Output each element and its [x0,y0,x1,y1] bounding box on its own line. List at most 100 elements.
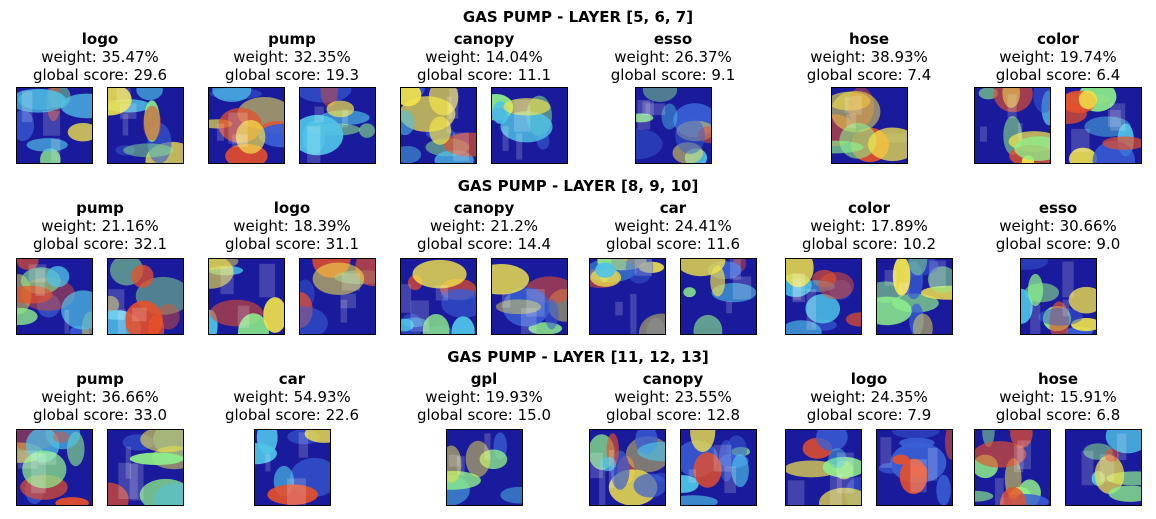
concept-global-score: global score: 7.9 [806,406,932,424]
concept-weight: weight: 17.89% [810,217,928,235]
heatmap-thumbnail [1020,258,1097,335]
concept-label: canopy weight: 14.04% global score: 11.1 [389,30,579,84]
heatmap-thumbnail [446,429,523,506]
heatmap-thumbnail [16,258,93,335]
heatmap-thumbnail [974,429,1051,506]
concept-name: logo [81,30,119,48]
layer-title: GAS PUMP - LAYER [11, 12, 13] [447,348,709,366]
concept-name: esso [1038,199,1078,217]
concept-weight: weight: 30.66% [999,217,1117,235]
concept-label: canopy weight: 21.2% global score: 14.4 [389,199,579,253]
concept-weight: weight: 14.04% [425,48,543,66]
layer-title: GAS PUMP - LAYER [5, 6, 7] [462,8,694,26]
concept-global-score: global score: 14.4 [416,235,552,253]
concept-global-score: global score: 31.1 [224,235,360,253]
concept-global-score: global score: 22.6 [224,406,360,424]
concept-weight: weight: 21.2% [429,217,539,235]
concept-label: car weight: 24.41% global score: 11.6 [578,199,768,253]
concept-name: pump [76,199,124,217]
concept-weight: weight: 36.66% [41,388,159,406]
concept-label: pump weight: 21.16% global score: 32.1 [5,199,195,253]
concept-global-score: global score: 6.8 [995,406,1121,424]
concept-name: color [847,199,891,217]
concept-global-score: global score: 9.1 [610,66,736,84]
concept-label: hose weight: 15.91% global score: 6.8 [963,370,1153,424]
concept-name: car [278,370,306,388]
heatmap-thumbnail [1065,429,1142,506]
concept-global-score: global score: 12.8 [605,406,741,424]
concept-label: canopy weight: 23.55% global score: 12.8 [578,370,768,424]
concept-name: hose [848,30,890,48]
concept-weight: weight: 19.93% [425,388,543,406]
concept-label: logo weight: 24.35% global score: 7.9 [774,370,964,424]
concept-name: canopy [453,30,515,48]
concept-label: gpl weight: 19.93% global score: 15.0 [389,370,579,424]
concept-weight: weight: 32.35% [233,48,351,66]
heatmap-thumbnail [400,87,477,164]
heatmap-thumbnail [876,258,953,335]
concept-weight: weight: 15.91% [999,388,1117,406]
concept-label: logo weight: 18.39% global score: 31.1 [197,199,387,253]
concept-label: car weight: 54.93% global score: 22.6 [197,370,387,424]
layer-title: GAS PUMP - LAYER [8, 9, 10] [457,177,699,195]
concept-label: esso weight: 30.66% global score: 9.0 [963,199,1153,253]
concept-name: esso [653,30,693,48]
concept-name: car [659,199,687,217]
heatmap-thumbnail [974,87,1051,164]
heatmap-thumbnail [831,87,908,164]
concept-name: logo [273,199,311,217]
concept-weight: weight: 23.55% [614,388,732,406]
heatmap-thumbnail [491,258,568,335]
heatmap-thumbnail [107,429,184,506]
concept-global-score: global score: 6.4 [995,66,1121,84]
heatmap-thumbnail [16,87,93,164]
concept-weight: weight: 21.16% [41,217,159,235]
concept-label: pump weight: 36.66% global score: 33.0 [5,370,195,424]
heatmap-thumbnail [785,258,862,335]
concept-name: gpl [470,370,498,388]
concept-name: hose [1037,370,1079,388]
concept-label: pump weight: 32.35% global score: 19.3 [197,30,387,84]
concept-label: color weight: 17.89% global score: 10.2 [774,199,964,253]
concept-label: color weight: 19.74% global score: 6.4 [963,30,1153,84]
concept-weight: weight: 54.93% [233,388,351,406]
heatmap-thumbnail [589,258,666,335]
concept-name: logo [850,370,888,388]
concept-global-score: global score: 19.3 [224,66,360,84]
concept-global-score: global score: 7.4 [806,66,932,84]
concept-global-score: global score: 9.0 [995,235,1121,253]
concept-label: hose weight: 38.93% global score: 7.4 [774,30,964,84]
concept-weight: weight: 19.74% [999,48,1117,66]
concept-global-score: global score: 33.0 [32,406,168,424]
concept-name: pump [268,30,316,48]
concept-label: logo weight: 35.47% global score: 29.6 [5,30,195,84]
concept-global-score: global score: 10.2 [801,235,937,253]
concept-weight: weight: 35.47% [41,48,159,66]
concept-name: color [1036,30,1080,48]
concept-name: canopy [453,199,515,217]
heatmap-thumbnail [16,429,93,506]
heatmap-thumbnail [680,429,757,506]
concept-global-score: global score: 29.6 [32,66,168,84]
heatmap-thumbnail [680,258,757,335]
heatmap-thumbnail [589,429,666,506]
heatmap-thumbnail [107,87,184,164]
heatmap-thumbnail [785,429,862,506]
concept-label: esso weight: 26.37% global score: 9.1 [578,30,768,84]
concept-global-score: global score: 32.1 [32,235,168,253]
heatmap-thumbnail [299,258,376,335]
concept-name: pump [76,370,124,388]
heatmap-thumbnail [208,87,285,164]
concept-weight: weight: 18.39% [233,217,351,235]
heatmap-thumbnail [254,429,331,506]
concept-global-score: global score: 15.0 [416,406,552,424]
heatmap-thumbnail [635,87,712,164]
concept-weight: weight: 24.41% [614,217,732,235]
heatmap-thumbnail [208,258,285,335]
heatmap-thumbnail [299,87,376,164]
heatmap-thumbnail [1065,87,1142,164]
concept-weight: weight: 24.35% [810,388,928,406]
concept-weight: weight: 26.37% [614,48,732,66]
concept-global-score: global score: 11.1 [416,66,552,84]
heatmap-thumbnail [491,87,568,164]
